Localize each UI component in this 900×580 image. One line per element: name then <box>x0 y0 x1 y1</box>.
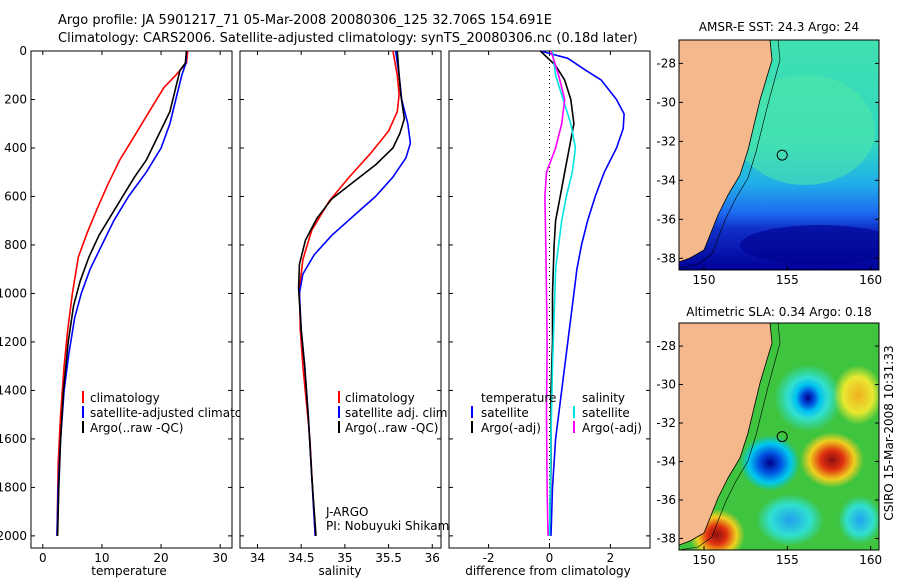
x-tick-label: 2 <box>607 551 615 565</box>
sst-map-frame <box>678 39 880 271</box>
y-tick-label: 1800 <box>0 480 27 494</box>
y-tick-label: 1400 <box>0 383 27 397</box>
csiro-timestamp: CSIRO 15-Mar-2008 10:31:33 <box>882 345 896 520</box>
map-y-tick-label: -38 <box>656 531 676 545</box>
sla-argo-position-marker <box>776 431 788 443</box>
series-line-argo-raw-qc <box>56 50 188 536</box>
sla-map-frame <box>678 322 880 551</box>
series-line-climatology <box>56 50 189 536</box>
sst-isobath <box>679 40 781 269</box>
map-y-tick-label: -30 <box>656 95 676 109</box>
map-y-tick-label: -34 <box>656 455 676 469</box>
y-tick-label: 2000 <box>0 529 27 543</box>
legend-title-temperature: temperature <box>481 391 556 405</box>
x-tick-label: 0 <box>39 551 47 565</box>
sst-argo-position-marker <box>776 149 788 161</box>
sst-cool-pocket <box>740 225 879 265</box>
salinity-panel: 34 34.5 35 35.5 36 salinity climatology sate… <box>239 50 457 578</box>
sla-eddy-cyan-far-south <box>838 496 879 544</box>
sla-eddy-yellow-east <box>833 365 879 425</box>
sla-isobath <box>679 323 781 550</box>
temperature-xlabel: temperature <box>91 564 166 578</box>
sla-eddy-blue-north <box>790 378 826 418</box>
y-tick-label: 1200 <box>0 335 27 349</box>
difference-legend-salinity: salinity satellite Argo(-adj) <box>573 391 642 435</box>
legend-label-temp-satellite: satellite <box>481 406 529 420</box>
map-x-tick-label: 160 <box>859 553 882 567</box>
series-line-temperature-satellite <box>540 50 625 536</box>
map-y-tick-label: -38 <box>656 251 676 265</box>
temperature-legend: climatology satellite-adjusted climatolo… <box>82 391 268 435</box>
sst-map-title: AMSR-E SST: 24.3 Argo: 24 <box>699 20 859 34</box>
salinity-xlabel: salinity <box>318 564 361 578</box>
series-line-salinity-argo-adj <box>544 50 566 536</box>
temperature-axes <box>30 50 233 549</box>
y-tick-label: 0 <box>19 44 27 58</box>
difference-legend-temperature: temperature satellite Argo(-adj) <box>471 391 556 435</box>
sla-eddy-cyan-south <box>756 494 824 546</box>
legend-label-sal-argo: Argo(-adj) <box>582 421 642 435</box>
sst-warm-core <box>735 75 875 185</box>
map-y-tick-label: -28 <box>656 56 676 70</box>
x-tick-label: 35.5 <box>375 551 402 565</box>
jargo-annotation: J-ARGO <box>325 505 368 519</box>
x-tick-label: 36 <box>425 551 440 565</box>
sla-map-title: Altimetric SLA: 0.34 Argo: 0.18 <box>686 305 871 319</box>
sla-land <box>679 323 772 545</box>
legend-label-satellite: satellite adj. clim. <box>345 406 451 420</box>
map-y-tick-label: -36 <box>656 212 676 226</box>
map-x-tick-label: 155 <box>776 273 799 287</box>
legend-label-climatology: climatology <box>345 391 415 405</box>
difference-panel: -2 0 2 difference from climatology tempera… <box>448 50 651 578</box>
legend-label-argo: Argo(..raw -QC) <box>90 421 183 435</box>
figure-title-line1: Argo profile: JA 5901217_71 05-Mar-2008 … <box>58 13 552 28</box>
legend-label-argo: Argo(..raw -QC) <box>345 421 438 435</box>
x-tick-label: 30 <box>213 551 228 565</box>
y-tick-label: 800 <box>4 238 27 252</box>
map-x-tick-label: 150 <box>693 273 716 287</box>
sla-eddy-blue-south <box>740 435 800 491</box>
legend-title-salinity: salinity <box>582 391 625 405</box>
legend-label-sal-satellite: satellite <box>582 406 630 420</box>
salinity-legend: climatology satellite adj. clim. Argo(..… <box>338 391 451 435</box>
x-tick-label: 0 <box>546 551 554 565</box>
legend-label-temp-argo: Argo(-adj) <box>481 421 541 435</box>
y-tick-label: 600 <box>4 189 27 203</box>
map-x-tick-label: 160 <box>859 273 882 287</box>
salinity-axes <box>239 50 442 549</box>
x-tick-label: 34.5 <box>288 551 315 565</box>
legend-label-climatology: climatology <box>90 391 160 405</box>
pi-annotation: PI: Nobuyuki Shikama <box>326 519 457 533</box>
sst-map-panel: AMSR-E SST: 24.3 Argo: 24 150 155 160 -28 -3… <box>656 20 882 287</box>
figure-title-line2: Climatology: CARS2006. Satellite-adjuste… <box>58 31 638 46</box>
map-y-tick-label: -30 <box>656 378 676 392</box>
difference-xlabel: difference from climatology <box>465 564 631 578</box>
y-tick-label: 1600 <box>0 432 27 446</box>
x-tick-label: 10 <box>94 551 109 565</box>
map-y-tick-label: -36 <box>656 493 676 507</box>
sst-coastline <box>679 40 773 263</box>
sla-coastline <box>679 323 773 546</box>
x-tick-label: 20 <box>153 551 168 565</box>
sst-land <box>679 40 772 262</box>
y-tick-label: 400 <box>4 141 27 155</box>
map-y-tick-label: -32 <box>656 134 676 148</box>
y-tick-label: 200 <box>4 92 27 106</box>
series-line-temperature-argo-adj <box>539 50 575 536</box>
map-x-tick-label: 150 <box>693 553 716 567</box>
legend-label-satellite: satellite-adjusted climatology <box>90 406 268 420</box>
map-y-tick-label: -32 <box>656 416 676 430</box>
map-y-tick-label: -28 <box>656 339 676 353</box>
temperature-panel: 0 10 20 30 0 200 400 600 800 1000 1200 1400 1600 1800… <box>0 44 268 578</box>
map-x-tick-label: 155 <box>776 553 799 567</box>
sla-eddy-red-east <box>800 432 864 488</box>
map-y-tick-label: -34 <box>656 173 676 187</box>
x-tick-label: 34 <box>250 551 265 565</box>
sla-map-panel: Altimetric SLA: 0.34 Argo: 0.18 150 155 16… <box>656 305 882 567</box>
x-tick-label: 35 <box>337 551 352 565</box>
series-line-argo-raw-qc <box>297 50 406 536</box>
x-tick-label: -2 <box>483 551 495 565</box>
y-tick-label: 1000 <box>0 286 27 300</box>
